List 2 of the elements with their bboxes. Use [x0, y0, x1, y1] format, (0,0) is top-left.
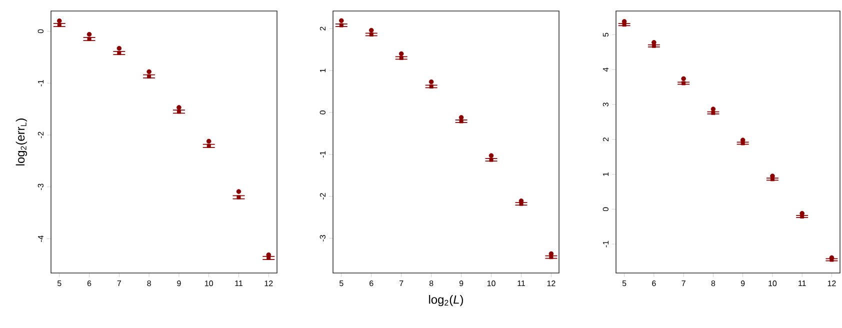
- x-axis-title: log$_{2}$(L): [429, 295, 464, 306]
- y-axis-title: log$_{2}$(err$_{L}$): [16, 118, 28, 166]
